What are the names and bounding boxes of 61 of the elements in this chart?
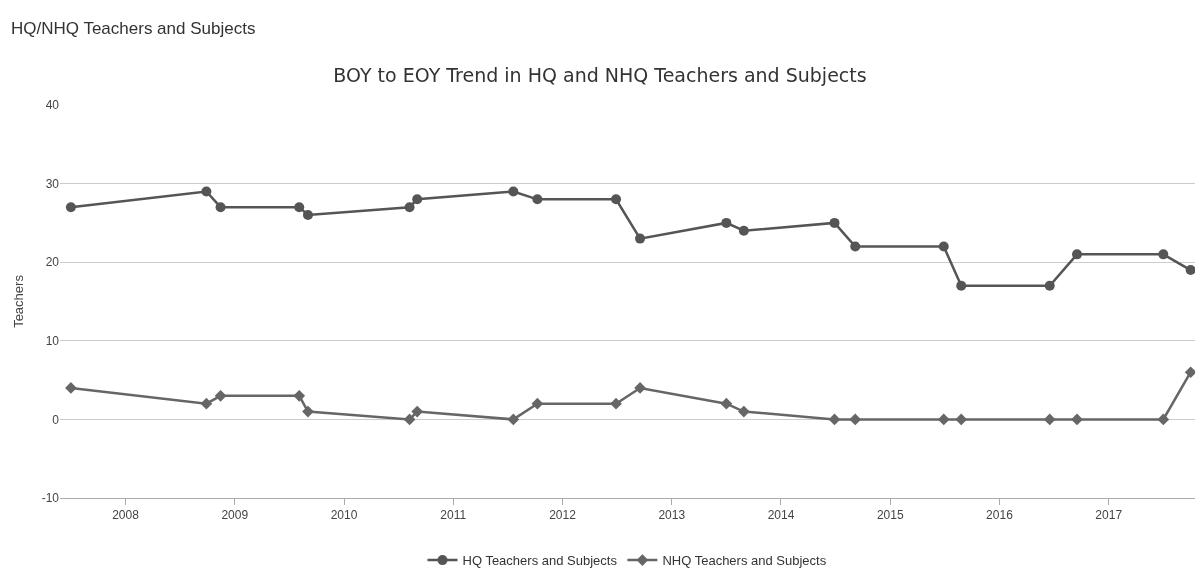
y-axis-title: Teachers bbox=[10, 274, 26, 328]
point bbox=[508, 186, 519, 197]
point bbox=[611, 194, 622, 205]
point bbox=[937, 413, 950, 426]
point bbox=[65, 202, 76, 213]
point bbox=[828, 413, 841, 426]
y-tick-label: 20 bbox=[45, 255, 60, 270]
x-tick-label: 2012 bbox=[549, 508, 577, 523]
point bbox=[737, 405, 750, 418]
x-tick-label: 2015 bbox=[876, 508, 904, 523]
point bbox=[531, 397, 544, 410]
point bbox=[201, 186, 212, 197]
point bbox=[1185, 265, 1195, 276]
point bbox=[302, 210, 313, 221]
point bbox=[302, 405, 314, 418]
point bbox=[956, 280, 967, 291]
x-tick-label: 2013 bbox=[658, 508, 686, 523]
x-tick-label: 2009 bbox=[221, 508, 249, 523]
legend-label: HQ Teachers and Subjects bbox=[462, 553, 618, 569]
point bbox=[849, 413, 862, 426]
point bbox=[532, 194, 543, 205]
point bbox=[293, 389, 306, 402]
point bbox=[294, 202, 305, 213]
y-tick-label: 0 bbox=[52, 412, 60, 427]
point bbox=[200, 397, 213, 410]
legend-label: NHQ Teachers and Subjects bbox=[662, 553, 827, 569]
point bbox=[412, 194, 423, 205]
point bbox=[938, 241, 949, 252]
point bbox=[955, 413, 968, 426]
point bbox=[1157, 413, 1170, 426]
text: HQ/NHQ Teachers and Subjects bbox=[11, 19, 256, 38]
point bbox=[214, 389, 227, 402]
point bbox=[720, 397, 733, 410]
x-tick-label: 2008 bbox=[112, 508, 140, 523]
x-tick-label: 2017 bbox=[1095, 508, 1123, 523]
y-tick-label: 40 bbox=[45, 98, 60, 113]
x-tick-label: 2014 bbox=[767, 508, 795, 523]
point bbox=[738, 225, 749, 236]
chart-title: BOY to EOY Trend in HQ and NHQ Teachers and Subjects bbox=[333, 64, 867, 87]
y-tick-label: 30 bbox=[45, 176, 60, 191]
point bbox=[411, 405, 424, 418]
point bbox=[829, 217, 840, 228]
y-tick-label: 10 bbox=[45, 334, 60, 348]
point bbox=[1072, 249, 1083, 260]
point bbox=[507, 413, 520, 426]
x-tick-label: 2016 bbox=[986, 508, 1014, 523]
point bbox=[635, 233, 646, 244]
y-tick-label: -10 bbox=[41, 491, 60, 506]
point bbox=[721, 217, 732, 228]
point bbox=[404, 202, 415, 213]
x-tick-label: 2010 bbox=[330, 508, 358, 523]
point bbox=[610, 397, 622, 410]
point bbox=[1044, 280, 1055, 291]
point bbox=[403, 413, 416, 426]
point bbox=[1184, 366, 1195, 379]
point bbox=[1071, 413, 1083, 426]
point bbox=[1158, 249, 1169, 260]
x-tick-label: 2011 bbox=[440, 508, 467, 523]
point bbox=[1043, 413, 1056, 426]
point bbox=[215, 202, 226, 213]
point bbox=[850, 241, 861, 252]
